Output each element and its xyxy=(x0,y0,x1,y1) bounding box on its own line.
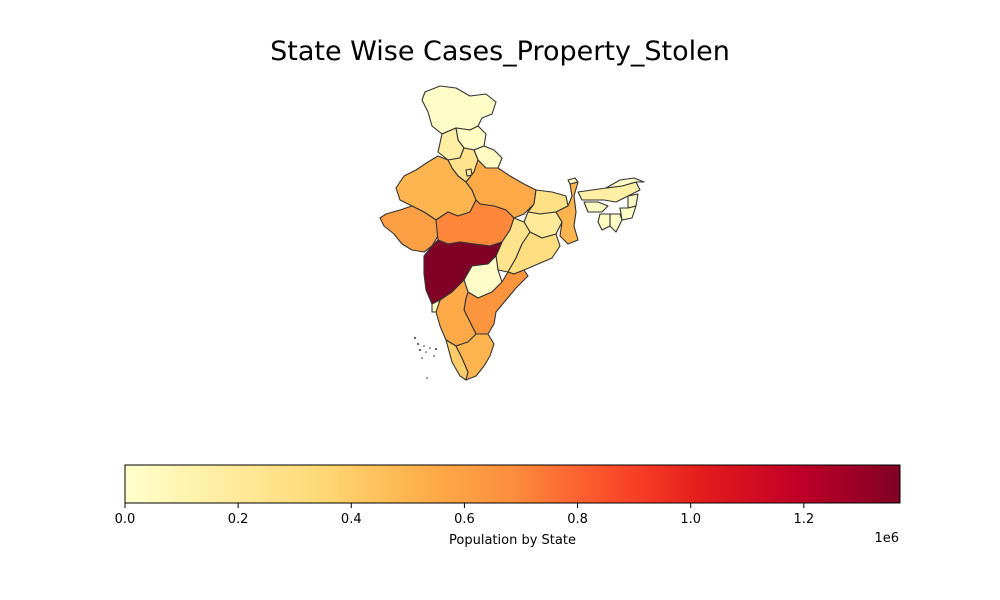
map-title: State Wise Cases_Property_Stolen xyxy=(270,36,730,67)
state-meghalaya xyxy=(583,201,609,213)
state-assam xyxy=(577,181,641,203)
state-jammu-kashmir xyxy=(421,85,497,135)
state-arunachal-pradesh xyxy=(605,177,645,189)
colorbar-tick-label: 0.2 xyxy=(228,512,249,527)
state-karnataka xyxy=(435,279,477,347)
state-gujarat xyxy=(379,205,439,253)
colorbar-tick-label: 0.4 xyxy=(341,512,362,527)
colorbar-tick-label: 0.8 xyxy=(567,512,588,527)
state-odisha xyxy=(507,231,561,275)
colorbar-offset-text: 1e6 xyxy=(874,531,899,546)
state-tripura xyxy=(597,213,611,231)
colorbar-tick-label: 1.0 xyxy=(680,512,701,527)
colorbar-gradient xyxy=(124,464,901,504)
state-goa xyxy=(431,299,441,313)
lakshadweep-islands xyxy=(414,337,437,379)
state-andhra-pradesh xyxy=(463,269,529,335)
colorbar-tick-label: 1.2 xyxy=(793,512,814,527)
state-tamil-nadu xyxy=(455,333,495,381)
state-sikkim xyxy=(567,177,579,185)
colorbar-tick-label: 0.0 xyxy=(115,512,136,527)
colorbar-label: Population by State xyxy=(449,533,576,548)
colorbar-tick-label: 0.6 xyxy=(454,512,475,527)
